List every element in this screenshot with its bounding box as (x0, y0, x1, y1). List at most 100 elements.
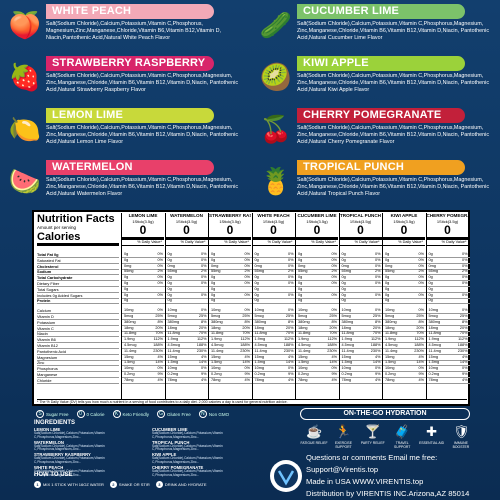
nutrient-amount: 0g (124, 292, 129, 297)
nutrient-amount: 10mg (254, 366, 265, 371)
nutrient-amount: 0g (254, 275, 259, 280)
nutrient-value-row: 0mg 0% (296, 264, 339, 270)
diet-badges: S Sugar Free 0 0 Calorie K Keto Friendly G Glut… (36, 409, 306, 419)
nutrient-value-row: 0.2mg 9% (252, 372, 296, 378)
nutrient-percent: 14% (198, 360, 207, 365)
nutrient-amount: 11.4mg (124, 348, 137, 353)
nutrient-label: Niacin (37, 331, 119, 338)
nutrient-percent: 0% (157, 281, 164, 285)
kiwi-icon: 🥝 (259, 62, 293, 92)
nutrient-value-row: 1.9mg 112% (383, 337, 426, 344)
benefit-label: PARTY RELIEF (360, 441, 385, 445)
nutrient-amount: 5mcg (211, 314, 221, 318)
nutrient-amount: 10mg (211, 308, 221, 313)
nutrient-amount: 55mg (167, 269, 178, 274)
nutrient-amount: 18mg (124, 325, 134, 330)
nutrient-amount: 380mg (341, 319, 354, 324)
ingredient-text: Salt(Sodium Chloride),Calcium,Potassium,… (152, 468, 223, 477)
nutrient-value-row: 0g 0% (383, 275, 426, 282)
nutrient-amount: 11.8mg (167, 331, 180, 336)
nutrient-amount: 0g (341, 298, 346, 303)
nutrient-percent: 0% (418, 281, 425, 285)
benefit-item: 🍸 PARTY RELIEF (359, 424, 387, 454)
nutrient-value-row: 1.5mg 14% (383, 360, 426, 367)
nutrient-amount: 380mg (298, 319, 310, 324)
nutrient-label: Saturated Fat (37, 258, 119, 264)
nutrient-amount: 5mcg (254, 314, 264, 318)
nutrient-amount: 0g (428, 281, 433, 285)
nutrient-percent: 4% (157, 354, 164, 359)
nutrient-label: Sodium (37, 269, 119, 276)
nutrient-percent: 8% (157, 319, 164, 324)
contact-email[interactable]: Support@Virentis.top (306, 465, 379, 474)
ingredient-text: Salt(Sodium Chloride),Calcium,Potassium,… (34, 456, 105, 464)
nutrient-value-row: 18mg 20% (426, 326, 470, 332)
nutrient-value-row: 0g 0% (252, 252, 296, 258)
nutrient-value-row: 0.2mg 9% (165, 372, 209, 378)
nutrient-percent: 70% (242, 331, 250, 336)
nutrient-amount: 10mg (341, 308, 352, 313)
nutrient-percent: 70% (459, 331, 468, 336)
nutrient-label: Total Sugars (37, 287, 119, 293)
nutrient-amount: 10mg (167, 308, 178, 313)
nutrient-percent: 0% (157, 257, 164, 262)
flavor-name: CUCUMBER LIME (297, 4, 465, 19)
nutrient-amount: 0mg (167, 263, 175, 268)
nutrient-value-row: 11.4mg 230% (209, 349, 252, 355)
nutrient-value-row: 380mg 8% (426, 320, 470, 326)
nutrient-percent: 9% (288, 372, 294, 376)
nutrient-amount: 78mg (254, 377, 265, 382)
ingredient-text: Salt(Sodium Chloride),Calcium,Potassium,… (152, 443, 223, 452)
nutrition-column: WATERMELON 1Stick(3.5g) 0% Daily Value* 0g 0… (164, 213, 209, 403)
diet-badge: S Sugar Free (36, 409, 69, 419)
nutrient-percent: 25% (198, 314, 207, 318)
nutrient-label: Pantothenic Acid (37, 349, 119, 355)
nutrient-percent: 0% (244, 263, 251, 268)
nutrient-amount: 11.4mg (385, 348, 398, 353)
how-to-step: 1 MIX 1 STICK WITH 16OZ WATER (34, 481, 104, 488)
nutrient-percent: 4% (462, 354, 468, 359)
nutrient-value-row: 78mg 4% (209, 378, 252, 384)
nutrient-amount: 0g (341, 281, 346, 285)
nutrient-amount: 0g (341, 275, 346, 280)
flavor-item: 🍉 WATERMELON Salt(Sodium Chloride),Calcium… (4, 158, 249, 210)
nutrient-amount: 380mg (124, 319, 136, 324)
nutrient-value-row: 5mcg 25% (252, 314, 296, 320)
nutrient-amount: 1.9mg (385, 337, 396, 342)
nutrient-amount: 11.8mg (341, 331, 354, 336)
nutrient-value-row: 0mg 0% (209, 264, 252, 270)
nutrient-percent: 4% (288, 377, 294, 382)
nutrient-amount: 0g (298, 281, 303, 285)
amount-per-serving: Amount per serving (37, 225, 77, 230)
nutrient-value-row: 10mg 0% (383, 366, 426, 373)
nutrient-amount: 5mcg (428, 314, 438, 318)
nutrient-value-row: 11.8mg 70% (165, 331, 209, 338)
ingredient-flavor-name: STRAWBERRY RASPBERRY (34, 452, 91, 458)
nutrient-percent: 0% (418, 263, 425, 268)
nutrient-value-row: 15mg 4% (165, 355, 209, 361)
nutrient-amount: 10mg (385, 366, 395, 371)
nutrient-value-row: 5mcg 25% (296, 314, 339, 320)
nutrient-amount: 0g (211, 292, 216, 297)
column-flavor-name: CUCUMBER LIME (297, 213, 337, 218)
badge-label: 0 Calorie (86, 411, 105, 417)
contact-website[interactable]: Made in USA WWW.VIRENTIS.top (306, 477, 424, 486)
nutrient-value-row: 10mg 0% (383, 308, 426, 315)
nutrient-amount: 0mg (385, 263, 393, 268)
nutrient-amount: 0.2mg (254, 372, 266, 376)
nutrient-amount: 18mg (167, 325, 178, 330)
benefit-item: 🏃 EXERCISE SUPPORT (329, 424, 357, 454)
ingredient-text: Salt(Sodium Chloride),Calcium,Potassium,… (34, 443, 105, 452)
benefit-label: TRAVEL SUPPORT (394, 441, 411, 449)
nutrition-column: CUCUMBER LIME 1Stick(3.5g) 0% Daily Value*… (295, 213, 339, 403)
column-calories: 0 (122, 224, 164, 240)
nutrient-percent: 25% (372, 314, 381, 318)
column-calories: 0 (339, 224, 382, 240)
nutrient-value-row: 4.5mcg 188% (383, 343, 426, 349)
nutrient-percent: 0% (201, 281, 207, 285)
nutrient-value-row: 55mg 2% (252, 269, 296, 276)
nutrient-value-row: 0g (122, 287, 165, 293)
nutrient-value-row: 0g 0% (426, 281, 470, 287)
nutrient-value-row: 0g 0% (252, 293, 296, 299)
nutrient-percent: 0% (244, 252, 251, 256)
